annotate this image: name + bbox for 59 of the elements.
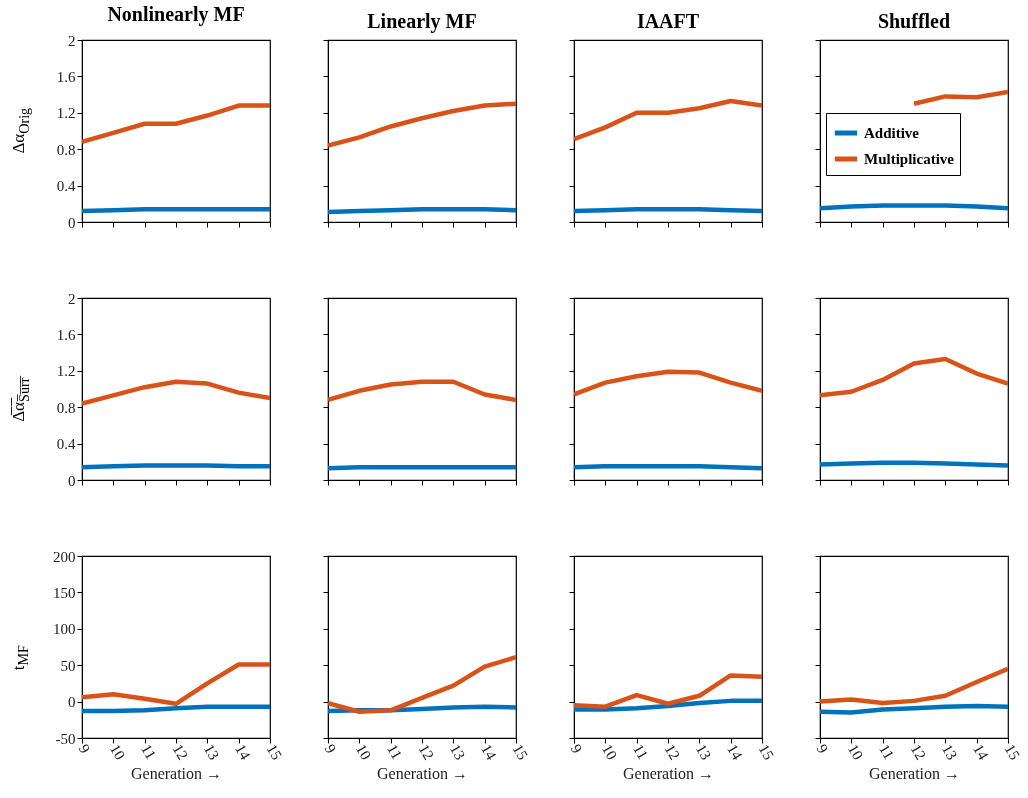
chart-title: Linearly MF bbox=[367, 9, 477, 33]
y-tick-label: 50 bbox=[60, 657, 76, 674]
y-tick-label: 1.2 bbox=[56, 105, 76, 122]
y-tick-label: 150 bbox=[53, 584, 76, 601]
x-tick-label: 13 bbox=[938, 741, 961, 763]
x-tick-label: 12 bbox=[415, 741, 437, 763]
x-tick-label: 10 bbox=[598, 741, 621, 763]
x-axis-title: Generation → bbox=[868, 765, 961, 783]
y-tick-label: 100 bbox=[53, 621, 76, 638]
x-tick-label: 9 bbox=[75, 741, 94, 756]
line-series bbox=[82, 103, 270, 145]
y-tick-label: 2 bbox=[68, 290, 76, 307]
y-tick-label: 1.2 bbox=[56, 363, 76, 380]
x-axis-title: Generation → bbox=[130, 765, 223, 783]
x-tick-label: 14 bbox=[232, 741, 254, 763]
y-tick-label: 0 bbox=[68, 214, 76, 231]
y-tick-label: 2 bbox=[68, 32, 76, 49]
legend-label: Multiplicative bbox=[864, 151, 955, 167]
x-tick-label: 13 bbox=[446, 741, 469, 763]
x-tick-label: 15 bbox=[509, 741, 531, 763]
x-axis-title: Generation → bbox=[376, 765, 469, 783]
x-axis-title: Generation → bbox=[622, 765, 715, 783]
x-tick-label: 12 bbox=[907, 741, 929, 763]
y-tick-label: 200 bbox=[53, 548, 76, 565]
x-tick-label: 13 bbox=[200, 741, 223, 763]
x-tick-label: 9 bbox=[567, 741, 586, 756]
y-tick-label: 0.4 bbox=[56, 178, 76, 195]
x-tick-label: 15 bbox=[263, 741, 285, 763]
y-tick-label: 0.8 bbox=[56, 399, 76, 416]
y-tick-label: 0 bbox=[68, 472, 76, 489]
line-series bbox=[82, 662, 270, 707]
x-tick-label: 10 bbox=[844, 741, 867, 763]
x-tick-label: 12 bbox=[661, 741, 683, 763]
x-tick-label: 9 bbox=[813, 741, 832, 756]
legend-label: Additive bbox=[864, 125, 920, 141]
y-tick-label: 0.8 bbox=[56, 141, 76, 158]
y-tick-label: 0.4 bbox=[56, 436, 76, 453]
x-tick-label: 15 bbox=[755, 741, 777, 763]
x-tick-label: 11 bbox=[876, 741, 898, 763]
x-tick-label: 14 bbox=[970, 741, 992, 763]
x-tick-label: 13 bbox=[692, 741, 715, 763]
chart-title: Nonlinearly MF bbox=[107, 3, 245, 26]
x-tick-label: 15 bbox=[1001, 741, 1023, 763]
chart-title: Shuffled bbox=[877, 9, 951, 32]
x-tick-label: 11 bbox=[630, 741, 652, 763]
x-tick-label: 10 bbox=[352, 741, 375, 763]
y-tick-label: -50 bbox=[55, 730, 76, 747]
chart-title: IAAFT bbox=[636, 9, 700, 32]
x-tick-label: 14 bbox=[478, 741, 500, 763]
x-tick-label: 11 bbox=[384, 741, 406, 763]
y-tick-label: 1.6 bbox=[56, 326, 76, 343]
x-tick-label: 10 bbox=[106, 741, 129, 763]
y-tick-label: 1.6 bbox=[56, 68, 76, 85]
x-tick-label: 9 bbox=[321, 741, 340, 756]
x-tick-label: 12 bbox=[169, 741, 191, 763]
x-tick-label: 11 bbox=[138, 741, 160, 763]
x-tick-label: 14 bbox=[724, 741, 746, 763]
line-series bbox=[82, 379, 270, 406]
y-tick-label: 0 bbox=[68, 694, 76, 711]
